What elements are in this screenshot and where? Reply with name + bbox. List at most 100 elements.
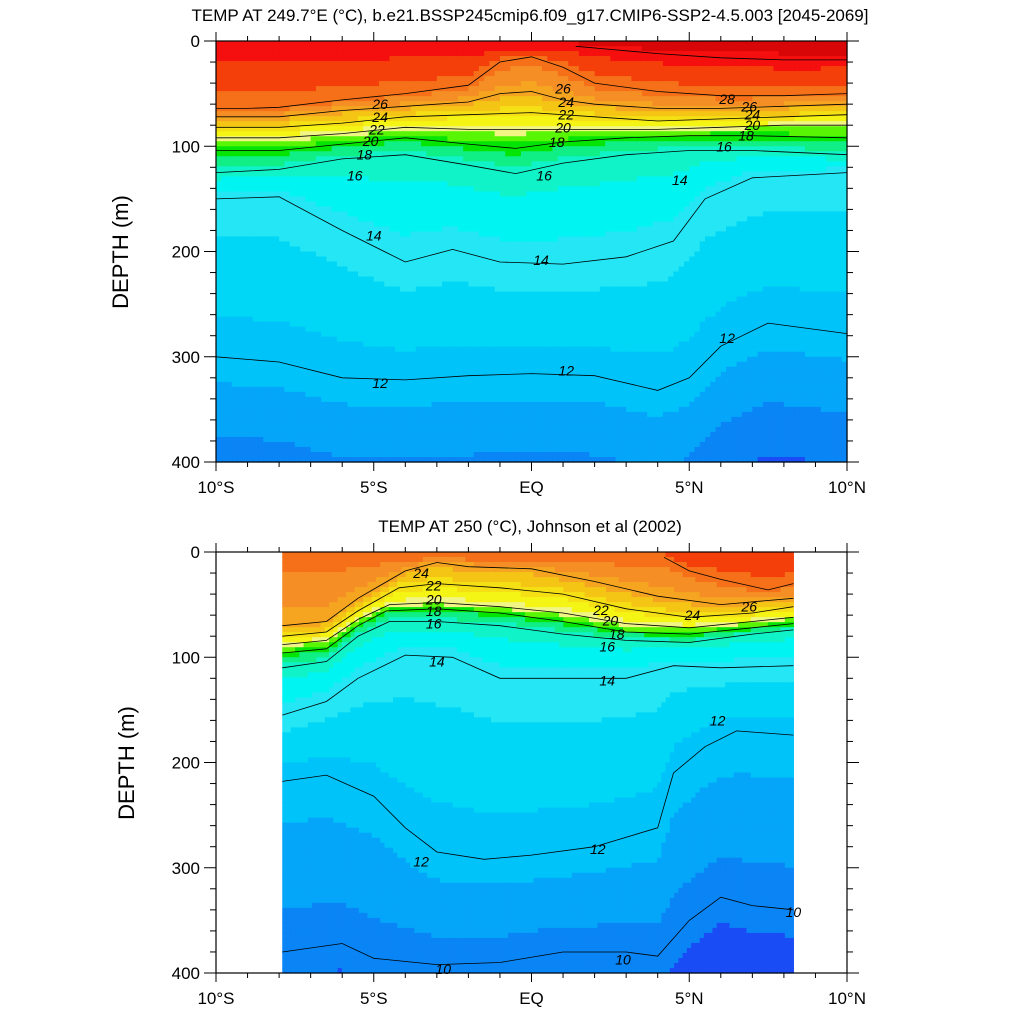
temperature-cell xyxy=(457,301,464,308)
temperature-cell xyxy=(447,51,454,57)
temperature-cell xyxy=(352,436,359,443)
temperature-cell xyxy=(326,316,333,323)
temperature-cell xyxy=(463,131,469,137)
temperature-cell xyxy=(294,311,301,318)
temperature-cell xyxy=(252,456,259,463)
temperature-cell xyxy=(415,346,422,353)
temperature-cell xyxy=(326,431,333,438)
temperature-cell xyxy=(263,141,270,147)
temperature-cell xyxy=(363,61,370,67)
temperature-cell xyxy=(520,156,527,162)
temperature-cell xyxy=(463,81,469,87)
temperature-cell xyxy=(457,426,464,433)
temperature-cell xyxy=(373,101,380,107)
temperature-cell xyxy=(373,91,380,97)
temperature-cell xyxy=(321,71,328,77)
temperature-cell xyxy=(342,46,349,52)
temperature-cell xyxy=(226,311,233,318)
temperature-cell xyxy=(463,91,469,97)
temperature-cell xyxy=(357,216,364,223)
temperature-cell xyxy=(258,246,264,253)
temperature-cell xyxy=(384,281,391,288)
temperature-cell xyxy=(368,376,375,383)
temperature-cell xyxy=(421,441,427,448)
temperature-cell xyxy=(499,421,506,428)
temperature-cell xyxy=(368,201,375,207)
temperature-cell xyxy=(515,281,522,288)
temperature-cell xyxy=(520,71,527,77)
temperature-cell xyxy=(447,61,454,67)
temperature-cell xyxy=(442,51,448,57)
temperature-cell xyxy=(289,211,296,218)
temperature-cell xyxy=(505,421,512,428)
temperature-cell xyxy=(242,261,249,268)
temperature-cell xyxy=(526,91,533,97)
temperature-cell xyxy=(478,286,485,293)
temperature-cell xyxy=(431,301,438,308)
temperature-cell xyxy=(231,336,238,343)
temperature-cell xyxy=(300,276,306,283)
temperature-cell xyxy=(400,81,406,87)
temperature-cell xyxy=(300,201,306,207)
temperature-cell xyxy=(520,206,527,212)
temperature-cell xyxy=(247,341,254,348)
temperature-cell xyxy=(252,46,259,52)
temperature-cell xyxy=(357,406,364,413)
temperature-cell xyxy=(226,286,233,293)
temperature-cell xyxy=(310,86,317,92)
temperature-cell xyxy=(405,266,412,273)
temperature-cell xyxy=(489,441,496,448)
temperature-cell xyxy=(389,171,396,177)
temperature-cell xyxy=(357,331,364,338)
temperature-cell xyxy=(384,416,391,423)
temperature-cell xyxy=(242,76,249,82)
temperature-cell xyxy=(237,66,243,72)
temperature-cell xyxy=(379,341,385,348)
temperature-cell xyxy=(394,381,401,388)
temperature-cell xyxy=(310,141,317,147)
temperature-cell xyxy=(237,361,243,368)
temperature-cell xyxy=(336,256,343,263)
temperature-cell xyxy=(294,436,301,443)
temperature-cell xyxy=(221,181,228,187)
temperature-cell xyxy=(284,176,291,182)
temperature-cell xyxy=(394,256,401,263)
temperature-cell xyxy=(410,336,417,343)
temperature-cell xyxy=(242,276,249,283)
temperature-cell xyxy=(300,56,306,62)
temperature-cell xyxy=(268,76,275,82)
temperature-cell xyxy=(510,381,517,388)
temperature-cell xyxy=(284,271,291,278)
temperature-cell xyxy=(237,231,243,238)
temperature-cell xyxy=(463,281,469,288)
temperature-cell xyxy=(326,191,333,197)
temperature-cell xyxy=(510,436,517,443)
temperature-cell xyxy=(373,246,380,253)
temperature-cell xyxy=(305,216,312,223)
temperature-cell xyxy=(294,361,301,368)
temperature-cell xyxy=(463,426,469,433)
temperature-cell xyxy=(336,456,343,463)
temperature-cell xyxy=(352,126,359,132)
temperature-cell xyxy=(505,41,512,47)
temperature-cell xyxy=(405,351,412,358)
temperature-cell xyxy=(221,306,228,313)
temperature-cell xyxy=(368,236,375,243)
temperature-cell xyxy=(373,331,380,338)
temperature-cell xyxy=(426,366,433,373)
temperature-cell xyxy=(300,96,306,102)
temperature-cell xyxy=(384,256,391,263)
temperature-cell xyxy=(447,456,454,463)
temperature-cell xyxy=(447,156,454,162)
temperature-cell xyxy=(494,156,501,162)
temperature-cell xyxy=(226,431,233,438)
temperature-cell xyxy=(468,111,475,117)
temperature-cell xyxy=(268,341,275,348)
temperature-cell xyxy=(216,181,222,187)
temperature-cell xyxy=(284,106,291,112)
temperature-cell xyxy=(315,236,322,243)
temperature-cell xyxy=(478,311,485,318)
temperature-cell xyxy=(284,351,291,358)
temperature-cell xyxy=(468,116,475,122)
temperature-cell xyxy=(452,101,459,107)
